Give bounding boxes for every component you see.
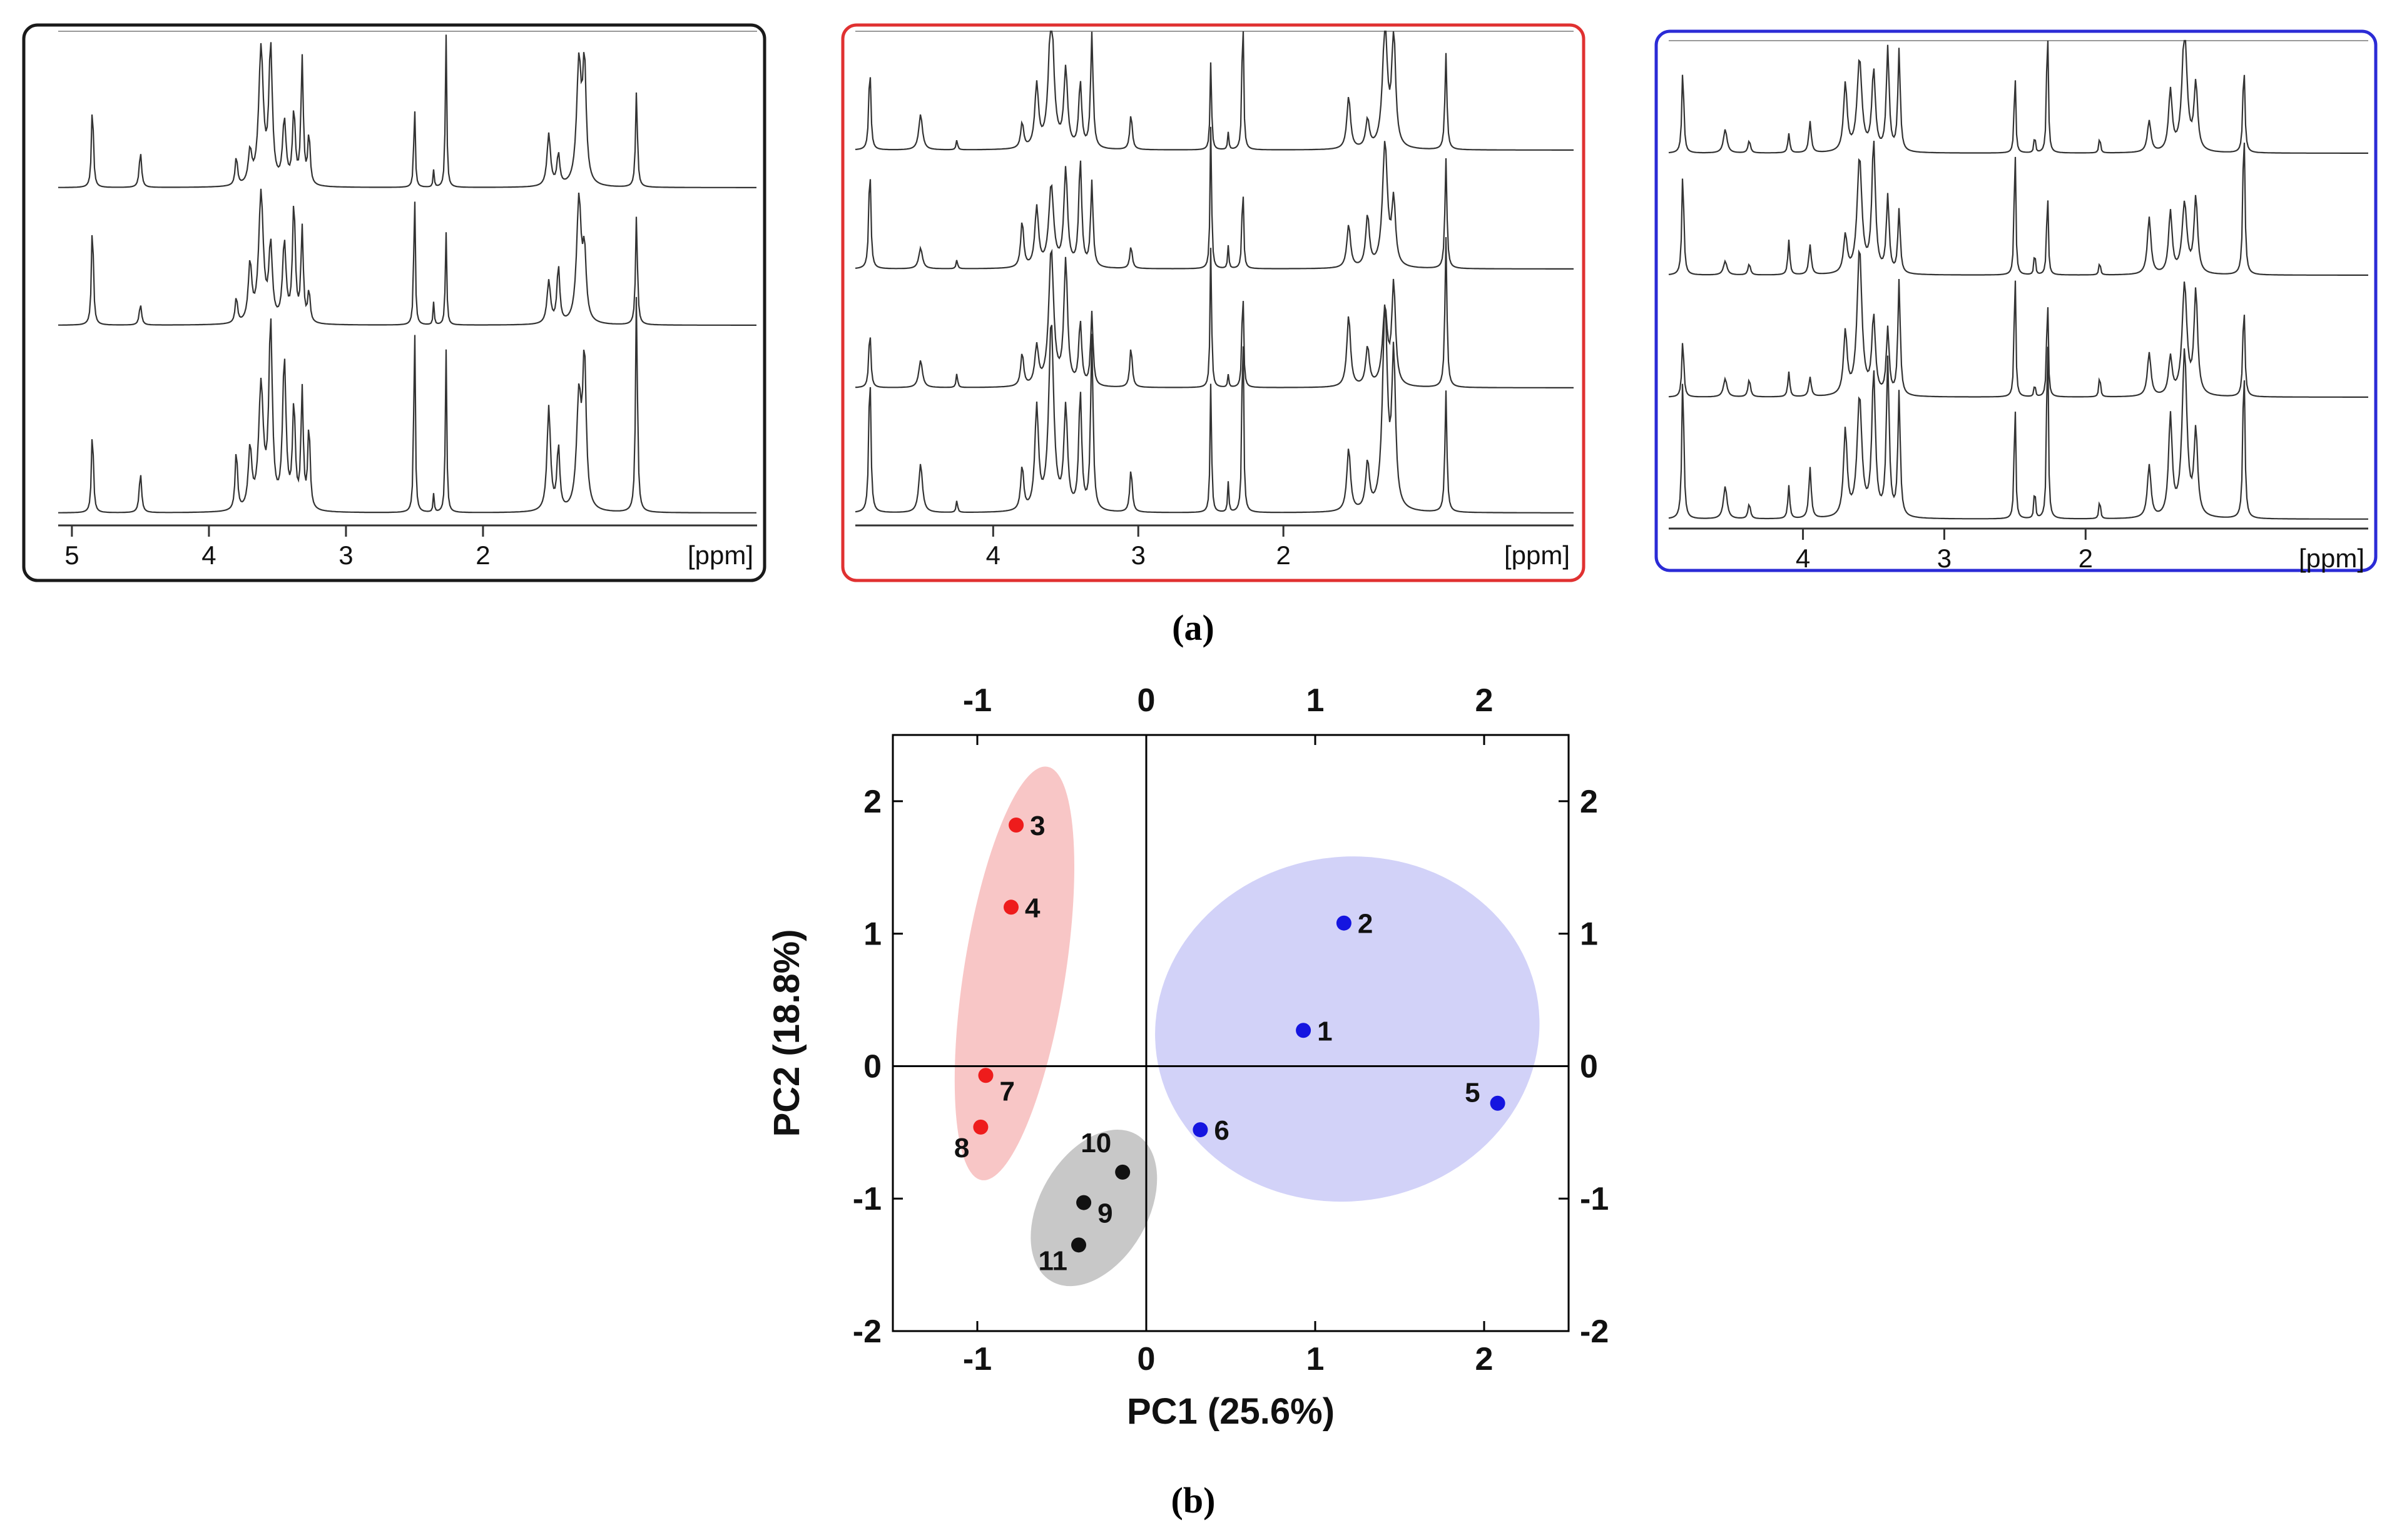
score-point-1 xyxy=(1296,1023,1311,1038)
x-tick-label-bottom: 0 xyxy=(1138,1341,1156,1377)
y-tick-label-right: -2 xyxy=(1580,1314,1609,1350)
y-tick-label-right: 1 xyxy=(1580,916,1598,953)
ppm-tick-label: 3 xyxy=(338,540,353,570)
spectrum-trace xyxy=(1668,249,2368,398)
y-tick-label-right: 0 xyxy=(1580,1048,1598,1085)
score-point-10 xyxy=(1115,1164,1131,1180)
score-point-3 xyxy=(1009,818,1024,833)
point-label-7: 7 xyxy=(1000,1076,1015,1107)
ppm-tick-label: 2 xyxy=(476,540,490,570)
x-tick-label-bottom: 2 xyxy=(1475,1341,1494,1377)
spectrum-trace xyxy=(58,34,756,188)
point-label-10: 10 xyxy=(1081,1128,1111,1158)
caption-b: (b) xyxy=(1171,1480,1216,1521)
point-label-8: 8 xyxy=(954,1133,969,1163)
group-ellipse xyxy=(1155,856,1540,1202)
score-point-11 xyxy=(1071,1237,1086,1253)
score-point-4 xyxy=(1004,899,1019,915)
score-point-8 xyxy=(973,1119,989,1135)
panel-frame xyxy=(22,23,766,582)
ppm-tick-label: 3 xyxy=(1131,540,1146,570)
ppm-tick-label: 4 xyxy=(1796,544,1810,573)
x-tick-label-bottom: 1 xyxy=(1306,1341,1325,1377)
score-point-2 xyxy=(1336,915,1351,931)
ppm-unit-label: [ppm] xyxy=(688,540,753,570)
point-label-9: 9 xyxy=(1097,1198,1112,1229)
y-tick-label-left: 0 xyxy=(863,1048,882,1085)
spectrum-trace xyxy=(58,188,756,326)
spectrum-trace xyxy=(855,126,1574,270)
y-tick-label-left: 2 xyxy=(863,784,882,820)
point-label-5: 5 xyxy=(1465,1078,1480,1108)
score-point-9 xyxy=(1076,1195,1092,1210)
ppm-unit-label: [ppm] xyxy=(2299,544,2364,573)
ppm-tick-label: 2 xyxy=(2079,544,2093,573)
spectrum-trace xyxy=(1668,141,2368,276)
point-label-3: 3 xyxy=(1030,811,1045,841)
nmr-panel-red: 4 3 2 [ppm] xyxy=(841,23,1585,582)
spectrum-trace xyxy=(1668,39,2368,154)
point-label-11: 11 xyxy=(1038,1245,1067,1276)
ppm-tick-label: 4 xyxy=(201,540,216,570)
y-tick-label-left: -2 xyxy=(853,1314,882,1350)
score-point-6 xyxy=(1193,1122,1208,1138)
ppm-tick-label: 4 xyxy=(986,540,1000,570)
caption-a: (a) xyxy=(1172,607,1214,648)
x-axis-label: PC1 (25.6%) xyxy=(1127,1391,1335,1432)
score-point-5 xyxy=(1490,1095,1505,1111)
x-tick-label-top: -1 xyxy=(963,682,992,719)
point-label-4: 4 xyxy=(1025,893,1041,923)
x-tick-label-bottom: -1 xyxy=(963,1341,992,1377)
y-axis-label: PC2 (18.8%) xyxy=(766,929,807,1137)
x-tick-label-top: 0 xyxy=(1138,682,1156,719)
nmr-panel-blue: 4 3 2 [ppm] xyxy=(1654,29,2378,573)
y-tick-label-left: 1 xyxy=(863,916,882,953)
spectrum-trace xyxy=(855,30,1574,151)
score-point-7 xyxy=(978,1068,994,1083)
y-tick-label-left: -1 xyxy=(853,1181,882,1217)
plot-frame xyxy=(892,734,1570,1332)
spectrum-trace xyxy=(855,236,1574,388)
point-label-1: 1 xyxy=(1317,1016,1332,1046)
spectrum-trace xyxy=(1668,347,2368,520)
panel-frame xyxy=(841,23,1585,582)
spectrum-trace xyxy=(855,304,1574,514)
ppm-tick-label: 2 xyxy=(1276,540,1290,570)
x-tick-label-top: 2 xyxy=(1475,682,1494,719)
point-label-2: 2 xyxy=(1358,909,1373,940)
ppm-unit-label: [ppm] xyxy=(1504,540,1570,570)
spectrum-trace xyxy=(58,296,756,514)
x-tick-label-top: 1 xyxy=(1306,682,1325,719)
nmr-panel-black: 5 4 3 2 [ppm] xyxy=(22,23,766,582)
y-tick-label-right: -1 xyxy=(1580,1181,1609,1217)
ppm-tick-label: 5 xyxy=(64,540,79,570)
ppm-tick-label: 3 xyxy=(1937,544,1952,573)
y-tick-label-right: 2 xyxy=(1580,784,1598,820)
point-label-6: 6 xyxy=(1214,1115,1229,1146)
